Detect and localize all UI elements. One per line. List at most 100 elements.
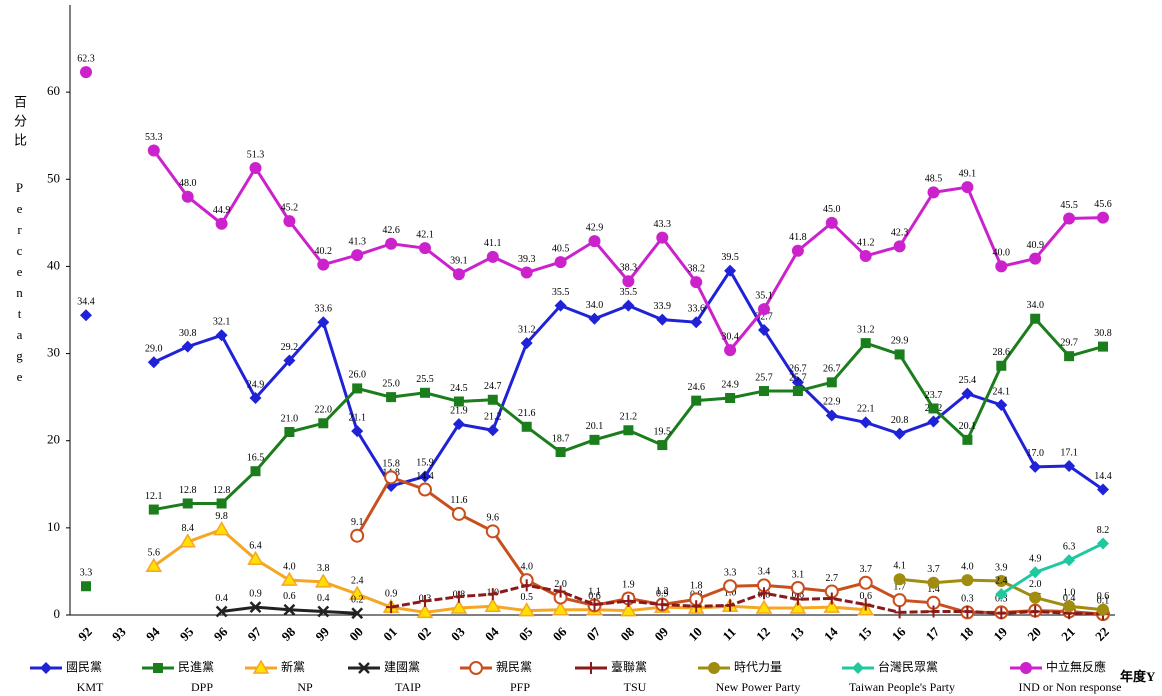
data-label: 6.3	[1063, 541, 1076, 552]
marker	[1097, 211, 1109, 224]
marker	[249, 392, 262, 405]
marker	[249, 161, 262, 174]
data-label: 2.7	[826, 573, 839, 584]
marker	[148, 504, 159, 515]
data-label: 48.0	[179, 178, 197, 189]
series: 62.3 53.3 48.0 44.9 51.3 45.2 40.2 41.3 42.6 42.1…	[77, 53, 1112, 357]
y-axis-label-en: Percentage	[12, 180, 27, 390]
marker	[81, 581, 91, 592]
data-label: 30.4	[721, 331, 739, 342]
x-tick-label: 22	[1092, 624, 1112, 644]
marker	[318, 418, 329, 429]
marker	[860, 338, 871, 349]
marker	[859, 249, 872, 262]
data-label: 12.8	[213, 485, 231, 496]
data-label: 4.0	[283, 561, 296, 572]
marker	[826, 377, 837, 388]
marker	[1097, 483, 1109, 496]
y-tick-label: 0	[54, 606, 61, 621]
legend-label: 民進黨	[178, 660, 214, 674]
data-label: 34.0	[1026, 300, 1044, 311]
marker	[790, 580, 805, 595]
data-label: 44.9	[213, 205, 231, 216]
marker	[384, 470, 399, 485]
marker	[690, 276, 703, 289]
marker	[657, 440, 668, 451]
data-label: 39.1	[450, 256, 468, 267]
data-label: 3.9	[995, 562, 1008, 573]
x-tick-label: 10	[685, 624, 705, 644]
marker	[386, 392, 397, 403]
marker	[487, 394, 498, 405]
marker	[80, 66, 92, 79]
data-label: 21.6	[518, 408, 536, 419]
data-label: 1.2	[656, 586, 669, 597]
marker	[1063, 212, 1076, 225]
data-label: 40.0	[993, 248, 1011, 259]
data-label: 0.2	[351, 595, 364, 606]
marker	[520, 337, 533, 350]
data-label: 0.4	[215, 593, 228, 604]
marker	[996, 607, 1007, 620]
data-label: 39.5	[721, 252, 739, 263]
marker	[589, 434, 600, 445]
marker	[725, 599, 736, 612]
x-tick-label: 96	[211, 624, 231, 644]
data-label: 0.6	[1097, 591, 1110, 602]
marker	[555, 447, 566, 458]
x-tick-label: 19	[990, 624, 1010, 644]
marker	[485, 524, 500, 539]
data-label: 28.6	[993, 347, 1011, 358]
marker	[589, 598, 600, 611]
marker	[656, 231, 669, 244]
y-tick-label: 50	[47, 170, 60, 185]
legend-label: 親民黨	[496, 660, 532, 674]
data-label: 24.7	[484, 381, 502, 392]
marker	[281, 571, 298, 586]
x-tick-label: 18	[956, 624, 976, 644]
data-label: 14.4	[416, 471, 434, 482]
data-label: 40.2	[315, 246, 333, 257]
x-tick-label: 17	[923, 624, 943, 644]
data-label: 3.4	[758, 567, 771, 578]
data-label: 6.4	[249, 541, 262, 552]
marker	[995, 588, 1008, 601]
legend-label-en: TSU	[624, 680, 647, 694]
data-label: 8.2	[1097, 525, 1110, 536]
marker	[182, 498, 193, 509]
data-label: 12.8	[179, 485, 197, 496]
marker	[215, 329, 228, 342]
marker	[518, 602, 536, 617]
marker	[586, 662, 596, 674]
marker	[725, 393, 736, 404]
x-tick-label: 92	[75, 624, 95, 644]
data-label: 3.7	[927, 564, 940, 575]
marker	[1064, 351, 1075, 362]
x-tick-label: 97	[245, 624, 265, 644]
data-label: 11.6	[450, 495, 467, 506]
marker	[825, 409, 838, 422]
data-label: 20.8	[891, 415, 909, 426]
marker	[995, 398, 1008, 411]
data-label: 22.0	[315, 405, 333, 416]
legend-label: 國民黨	[66, 660, 102, 674]
series: 5.68.49.86.44.03.82.40.90.30.81.00.50.60…	[145, 511, 875, 619]
marker	[250, 466, 261, 477]
marker	[724, 264, 737, 277]
marker	[894, 606, 905, 619]
data-label: 17.0	[1026, 448, 1044, 459]
data-label: 34.0	[586, 300, 604, 311]
data-label: 30.8	[1094, 328, 1112, 339]
marker	[961, 181, 974, 194]
marker	[469, 661, 483, 675]
marker	[554, 256, 567, 269]
marker	[453, 590, 464, 603]
marker	[792, 386, 803, 397]
data-label: 4.9	[1029, 554, 1042, 565]
data-label: 0.4	[317, 593, 330, 604]
marker	[961, 387, 974, 400]
marker	[1029, 566, 1042, 579]
data-label: 42.3	[891, 228, 909, 239]
marker	[755, 599, 773, 614]
legend-label-en: New Power Party	[716, 680, 801, 694]
